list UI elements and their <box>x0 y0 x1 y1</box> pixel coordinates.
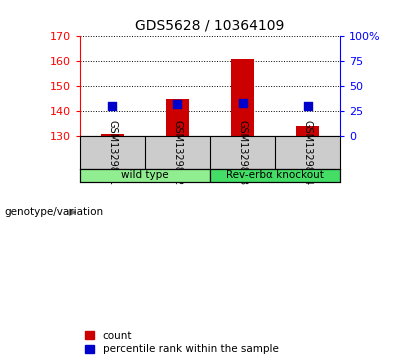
Bar <box>210 169 340 182</box>
Point <box>109 103 116 109</box>
Bar <box>101 134 124 136</box>
Title: GDS5628 / 10364109: GDS5628 / 10364109 <box>135 19 285 32</box>
Text: GSM1329812: GSM1329812 <box>173 120 182 185</box>
Text: GSM1329814: GSM1329814 <box>303 120 312 185</box>
Bar <box>231 59 254 136</box>
Point <box>174 101 181 107</box>
Legend: count, percentile rank within the sample: count, percentile rank within the sample <box>85 331 278 354</box>
Bar <box>80 169 210 182</box>
Bar <box>166 99 189 136</box>
Text: wild type: wild type <box>121 170 169 180</box>
Point <box>304 103 311 109</box>
Text: GSM1329811: GSM1329811 <box>108 120 117 185</box>
Text: GSM1329813: GSM1329813 <box>238 120 247 185</box>
Bar <box>296 126 319 136</box>
Text: Rev-erbα knockout: Rev-erbα knockout <box>226 170 324 180</box>
Point <box>239 100 246 106</box>
Text: genotype/variation: genotype/variation <box>4 207 103 217</box>
